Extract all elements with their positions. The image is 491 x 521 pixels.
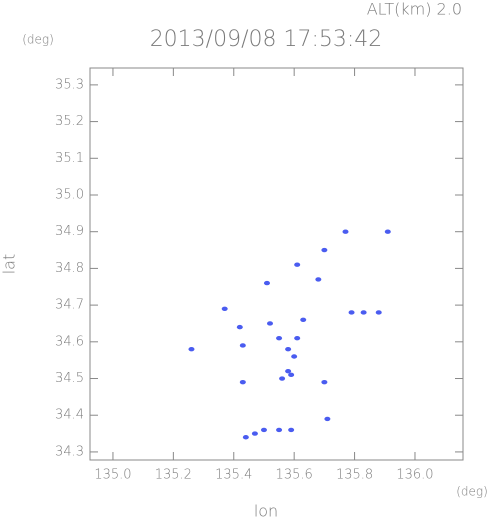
echo: [251, 431, 258, 436]
echo: [315, 277, 322, 282]
echo: [285, 368, 292, 374]
y-tick-label: 35.1: [55, 151, 84, 166]
y-tick-label: 34.8: [55, 261, 84, 276]
y-unit: (deg): [22, 33, 54, 47]
echo: [267, 321, 274, 326]
y-tick-label: 35.2: [55, 114, 84, 129]
echo: [276, 427, 283, 433]
y-tick-label: 35.3: [55, 77, 84, 92]
x-tick-label: 135.0: [94, 468, 131, 483]
x-axis-label: lon: [254, 502, 278, 521]
x-tick-label: 136.0: [396, 468, 433, 483]
echo: [348, 310, 355, 315]
y-tick-label: 34.9: [55, 224, 84, 239]
x-tick-label: 135.4: [215, 468, 252, 483]
echo: [239, 379, 246, 385]
echo: [324, 416, 331, 422]
echo: [236, 324, 243, 330]
echo: [375, 310, 382, 315]
echo: [294, 335, 301, 341]
echo: [276, 335, 283, 341]
echo: [342, 229, 349, 234]
chart-title: 2013/09/08 17:53:42: [150, 27, 383, 52]
echo: [263, 280, 270, 286]
echo: [242, 435, 249, 440]
echo: [279, 376, 286, 381]
echo: [360, 310, 367, 315]
y-tick-label: 34.3: [55, 444, 84, 459]
echo: [300, 317, 307, 322]
echo: [221, 306, 228, 311]
y-tick-label: 34.4: [55, 408, 84, 423]
echo: [294, 262, 301, 267]
y-tick-label: 34.6: [55, 334, 84, 349]
x-tick-label: 135.6: [276, 468, 313, 483]
x-unit: (deg): [456, 485, 488, 499]
echo: [288, 427, 295, 433]
echo: [288, 372, 295, 378]
y-tick-label: 34.7: [55, 298, 84, 313]
echo: [321, 247, 328, 253]
plot-frame: [89, 67, 464, 461]
echo: [321, 379, 328, 385]
altitude-annotation: ALT(km) 2.0: [367, 0, 462, 19]
y-axis-label: lat: [0, 254, 19, 275]
echo: [291, 354, 298, 359]
echo: [260, 427, 267, 433]
echo: [384, 229, 391, 234]
y-tick-label: 34.5: [55, 371, 84, 386]
x-tick-label: 135.8: [336, 468, 373, 483]
echo: [285, 346, 292, 352]
echo: [188, 346, 195, 352]
y-tick-label: 35.0: [55, 187, 84, 202]
x-tick-label: 135.2: [155, 468, 192, 483]
echo: [239, 343, 246, 348]
